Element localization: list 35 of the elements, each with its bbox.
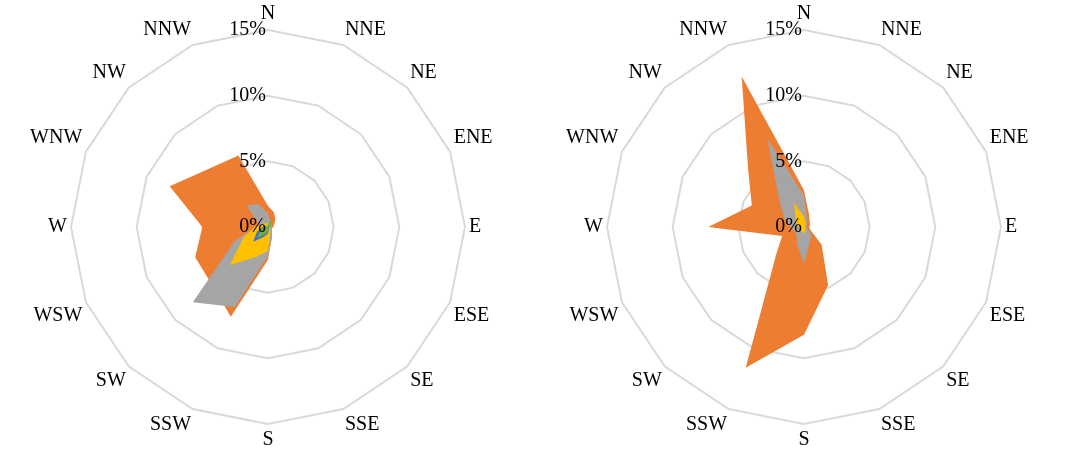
spoke-label: SSE: [880, 411, 916, 434]
spoke-label: W: [48, 214, 68, 237]
y-tick-label: 0%: [239, 214, 266, 237]
spoke-label: NNE: [880, 16, 923, 39]
spoke-label: NW: [628, 60, 662, 83]
spoke-label: ESE: [453, 303, 490, 326]
y-tick-label: 10%: [765, 82, 802, 105]
spoke-label: WNW: [566, 125, 619, 148]
spoke-label: SE: [410, 368, 434, 391]
spoke-label: WNW: [30, 125, 83, 148]
spoke-label: SW: [631, 368, 662, 391]
spoke-label: SSE: [344, 411, 380, 434]
spoke-label: NNE: [344, 16, 387, 39]
spoke-label: S: [798, 427, 810, 450]
spoke-label: NE: [410, 60, 437, 83]
spoke-label: ENE: [453, 125, 493, 148]
spoke-label: NNW: [143, 16, 192, 39]
spoke-label: SE: [946, 368, 970, 391]
spoke-label: E: [1005, 214, 1018, 237]
spoke-label: WSW: [33, 303, 83, 326]
spoke-label: W: [584, 214, 604, 237]
spoke-label: ESE: [989, 303, 1026, 326]
spoke-label: NNW: [679, 16, 728, 39]
spoke-label: E: [469, 214, 482, 237]
spoke-label: SSW: [149, 411, 192, 434]
y-tick-label: 5%: [239, 148, 266, 171]
spoke-label: S: [262, 427, 274, 450]
y-tick-label: 0%: [775, 214, 802, 237]
spoke-label: NW: [92, 60, 126, 83]
spoke-label: WSW: [569, 303, 619, 326]
spoke-label: NE: [946, 60, 973, 83]
y-tick-label: 10%: [229, 82, 266, 105]
spoke-label: ENE: [989, 125, 1029, 148]
spoke-label: SSW: [685, 411, 728, 434]
spoke-label: SW: [95, 368, 126, 391]
